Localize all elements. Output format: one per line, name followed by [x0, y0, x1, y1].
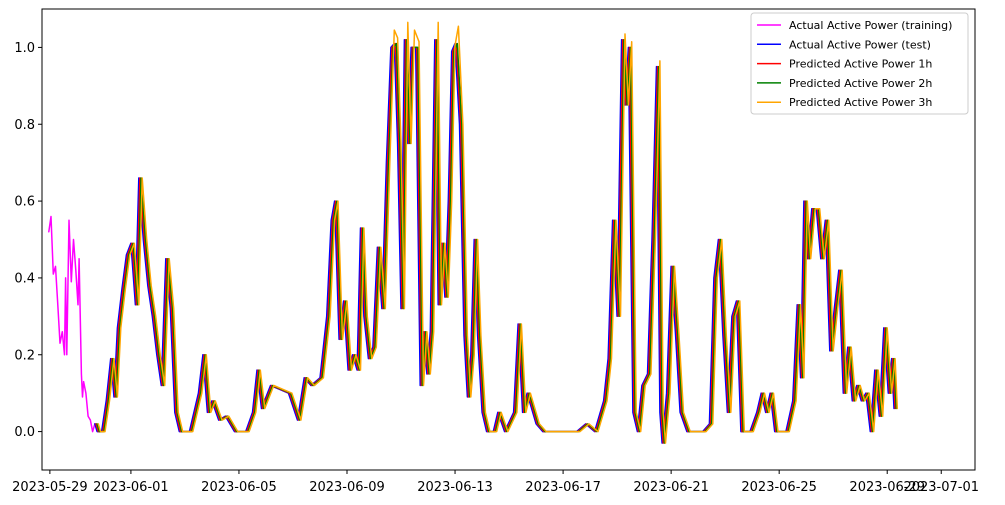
series-line-predicted-active-power-2h [96, 38, 897, 444]
series-line-predicted-active-power-3h [97, 21, 899, 444]
x-tick-label: 2023-06-29 [849, 480, 925, 495]
x-tick-label: 2023-06-21 [633, 480, 709, 495]
x-tick-label: 2023-05-29 [12, 480, 88, 495]
series-layer [48, 21, 899, 444]
y-tick-label: 0.6 [14, 195, 35, 210]
x-tick-label: 2023-06-25 [741, 480, 817, 495]
x-tick-label: 2023-06-09 [309, 480, 385, 495]
y-tick-label: 1.0 [14, 41, 35, 56]
x-tick-label: 2023-06-05 [201, 480, 277, 495]
series-line-actual-active-power-test [94, 38, 895, 444]
y-tick-label: 0.0 [14, 425, 35, 440]
series-line-predicted-active-power-1h [95, 38, 896, 444]
legend-label: Predicted Active Power 1h [789, 58, 932, 71]
legend-label: Predicted Active Power 3h [789, 96, 932, 109]
x-tick-label: 2023-06-13 [417, 480, 493, 495]
y-tick-label: 0.8 [14, 118, 35, 133]
y-tick-label: 0.2 [14, 348, 35, 363]
x-tick-label: 2023-06-17 [525, 480, 601, 495]
plot-frame [41, 8, 976, 471]
legend-box [750, 12, 969, 115]
x-tick-label: 2023-06-01 [93, 480, 169, 495]
legend-label: Predicted Active Power 2h [789, 77, 932, 90]
legend: Actual Active Power (training) Actual Act… [750, 12, 969, 115]
x-axis: 2023-05-29 2023-06-01 2023-06-05 2023-06-09… [12, 470, 979, 495]
series-line-actual-active-power-training [48, 215, 96, 433]
y-tick-label: 0.4 [14, 271, 35, 286]
y-axis: 0.0 0.2 0.4 0.6 0.8 1.0 [14, 41, 42, 440]
legend-label: Actual Active Power (test) [789, 38, 931, 51]
legend-label: Actual Active Power (training) [789, 19, 952, 32]
x-tick-label: 2023-07-01 [903, 480, 979, 495]
